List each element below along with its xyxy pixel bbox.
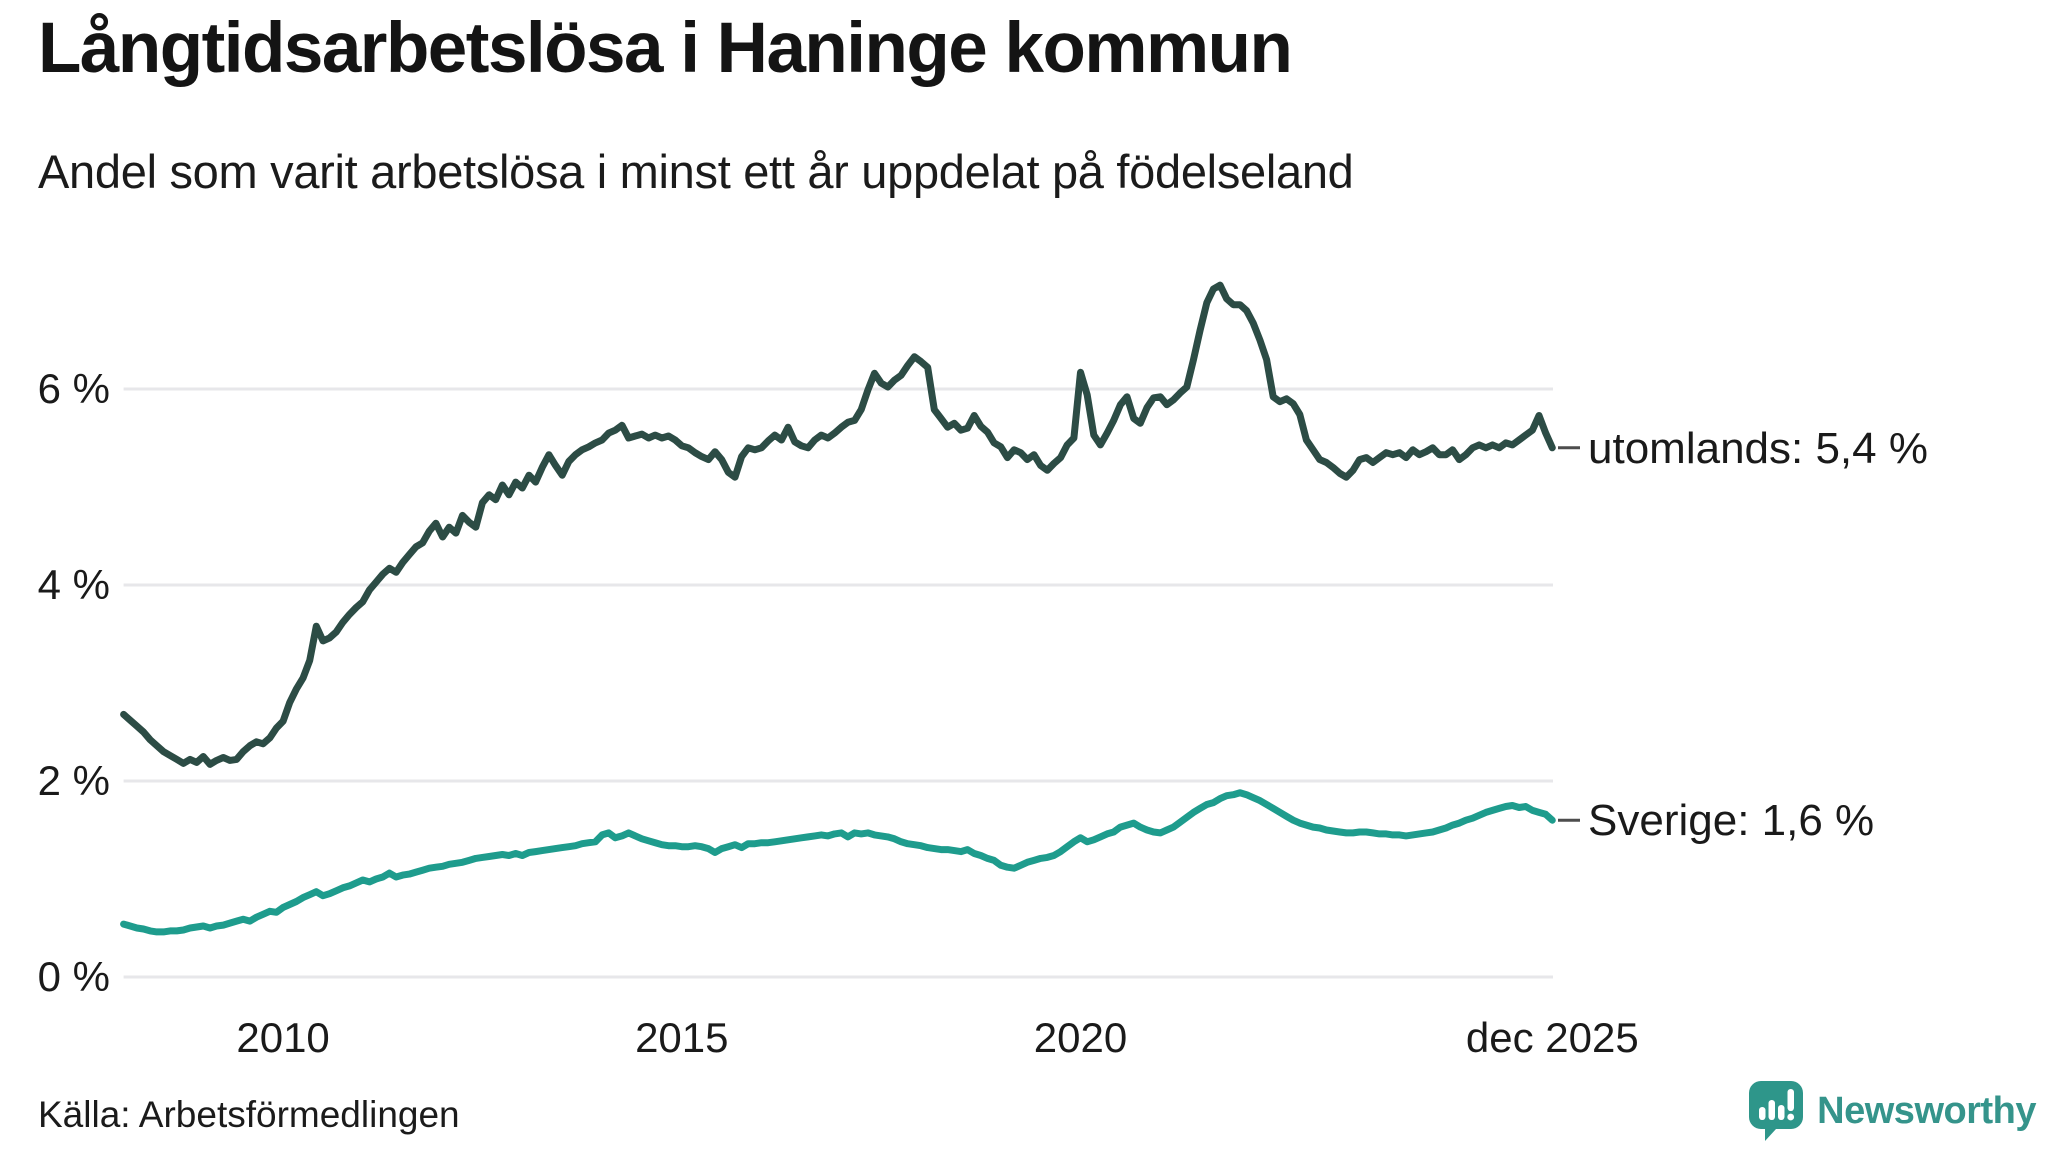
x-axis-tick-labels: 2010 2015 2020 dec 2025 [236,1014,1638,1061]
source-note: Källa: Arbetsförmedlingen [38,1094,460,1135]
y-tick-label: 6 % [38,365,110,412]
x-tick-label: 2020 [1034,1014,1127,1061]
series-lines [120,281,1556,936]
y-axis-tick-labels: 0 % 2 % 4 % 6 % [38,365,110,1000]
series-line-utomlands [120,281,1556,768]
page-title: Långtidsarbetslösa i Haninge kommun [38,9,1293,88]
series-line-sverige [120,789,1556,936]
newsworthy-logo: Newsworthy [1748,1080,2036,1142]
gridlines [123,387,1553,979]
y-tick-label: 4 % [38,561,110,608]
series-end-labels: utomlands: 5,4 % Sverige: 1,6 % [1558,424,1928,845]
series-end-label-sverige: Sverige: 1,6 % [1588,796,1874,845]
x-tick-label: 2015 [635,1014,728,1061]
y-tick-label: 0 % [38,953,110,1000]
newsworthy-bar-chart-speech-bubble-icon [1748,1080,1804,1142]
x-tick-label: 2010 [236,1014,329,1061]
x-tick-label: dec 2025 [1466,1014,1639,1061]
newsworthy-logo-text: Newsworthy [1817,1089,2036,1132]
y-tick-label: 2 % [38,757,110,804]
page-subtitle: Andel som varit arbetslösa i minst ett å… [38,145,1354,198]
series-end-label-utomlands: utomlands: 5,4 % [1588,424,1928,473]
